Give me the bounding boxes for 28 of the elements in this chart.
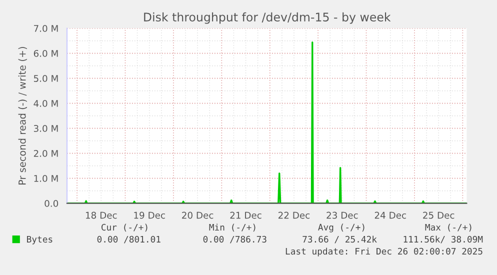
y-tick-label: 1.0 M	[34, 174, 58, 182]
y-axis-title: Pr second read (-) / write (+)	[18, 46, 27, 185]
x-tick-label: 22 Dec	[278, 212, 310, 219]
x-tick-label: 19 Dec	[134, 212, 165, 219]
y-tick-label: 7.0 M	[34, 24, 58, 32]
x-tick-label: 20 Dec	[182, 212, 214, 219]
x-tick-label: 18 Dec	[86, 212, 117, 219]
legend-label: Bytes	[27, 236, 52, 244]
text: 0.00 /801.01	[97, 236, 160, 244]
text: Max (-/+)	[425, 224, 472, 232]
text: 73.66 / 25.42k	[302, 236, 377, 244]
y-tick-label: 4.0 M	[34, 100, 58, 107]
y-tick-label: 0.0	[44, 200, 58, 207]
x-tick-label: 23 Dec	[326, 212, 358, 219]
text: 0.00 /786.73	[203, 236, 266, 244]
text: 111.56k/ 38.09M	[404, 236, 483, 244]
x-tick-label: 21 Dec	[230, 212, 262, 219]
x-tick-label: 24 Dec	[374, 212, 406, 219]
text: Min (-/+)	[209, 224, 256, 232]
chart-title: Disk throughput for /dev/dm-15 - by week	[144, 12, 391, 24]
text: Avg (-/+)	[318, 224, 364, 232]
text: Last update: Fri Dec 26 02:00:07 2025	[286, 248, 482, 256]
y-tick-label: 5.0 M	[34, 74, 58, 82]
y-tick-label: 2.0 M	[34, 150, 58, 157]
x-tick-label: 25 Dec	[423, 212, 454, 219]
text: Cur (-/+)	[102, 224, 148, 232]
y-tick-label: 3.0 M	[34, 124, 58, 132]
y-tick-label: 6.0 M	[34, 50, 58, 57]
